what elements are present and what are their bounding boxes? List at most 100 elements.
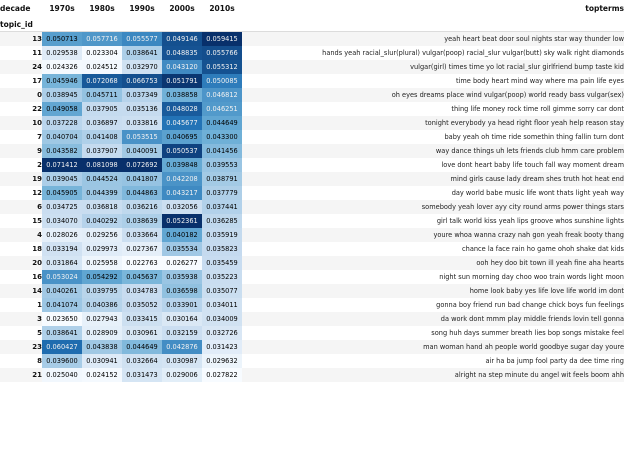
value-cell: 0.032970 [122, 60, 162, 74]
value-cell: 0.053024 [42, 270, 82, 284]
table-row: 17 0.045946 0.072068 0.066753 0.051791 0.0500… [0, 74, 624, 88]
value-cell: 0.022763 [122, 256, 162, 270]
table-row: 4 0.028026 0.029256 0.033664 0.040182 0.03591… [0, 228, 624, 242]
index-header-row: topic_id [0, 17, 624, 32]
topterms-cell: youre whoa wanna crazy nah gon yeah frea… [242, 228, 624, 242]
topterms-cell: yeah heart beat door soul nights star wa… [242, 31, 624, 46]
index-header-empty [42, 17, 82, 32]
topic-id-cell: 12 [32, 189, 42, 197]
topic-id-cell: 3 [0, 312, 42, 326]
table-row: 2 0.071412 0.081098 0.072692 0.039848 0.03955… [0, 158, 624, 172]
table-row: 11 0.029538 0.023304 0.038641 0.048835 0.0557… [0, 46, 624, 60]
table-row: 24 0.024326 0.024512 0.032970 0.043120 0.0553… [0, 60, 624, 74]
value-cell: 0.040261 [42, 284, 82, 298]
value-cell: 0.030164 [162, 312, 202, 326]
value-cell: 0.037907 [82, 144, 122, 158]
table-row: 3 0.023650 0.027943 0.033415 0.030164 0.03400… [0, 312, 624, 326]
table-body: 13 0.050713 0.057716 0.055577 0.049146 0.0594… [0, 31, 624, 382]
value-cell: 0.041456 [202, 144, 242, 158]
col-header-2000s: 2000s [169, 4, 195, 13]
value-cell: 0.055766 [202, 46, 242, 60]
value-cell: 0.034011 [202, 298, 242, 312]
table-row: 15 0.034070 0.040292 0.038639 0.052361 0.0362… [0, 214, 624, 228]
value-cell: 0.043120 [162, 60, 202, 74]
value-cell: 0.038791 [202, 172, 242, 186]
topterms-cell: hands yeah racial_slur(plural) vulgar(po… [322, 49, 624, 57]
column-header-row: decade 1970s 1980s 1990s 2000s 2010s top… [0, 0, 624, 17]
value-cell: 0.038641 [122, 46, 162, 60]
topterms-cell: somebody yeah lover ayy city round arms … [242, 200, 624, 214]
value-cell: 0.032664 [122, 354, 162, 368]
value-cell: 0.035052 [122, 298, 162, 312]
value-cell: 0.055312 [202, 60, 242, 74]
topterms-cell: girl talk world kiss yeah lips groove wh… [436, 217, 624, 225]
value-cell: 0.040091 [122, 144, 162, 158]
topterms-cell: oh eyes dreams place wind vulgar(poop) w… [242, 88, 624, 102]
value-cell: 0.034725 [42, 200, 82, 214]
corner-label: decade [0, 4, 31, 13]
value-cell: 0.053515 [122, 130, 162, 144]
value-cell: 0.043838 [82, 340, 122, 354]
value-cell: 0.033415 [122, 312, 162, 326]
value-cell: 0.055577 [122, 31, 162, 46]
value-cell: 0.052361 [162, 214, 202, 228]
value-cell: 0.050713 [42, 31, 82, 46]
topic-id-cell: 7 [37, 133, 42, 141]
value-cell: 0.024326 [42, 60, 82, 74]
table-row: 5 0.038641 0.028909 0.030961 0.032159 0.03272… [0, 326, 624, 340]
value-cell: 0.037441 [202, 200, 242, 214]
table-row: 18 0.033194 0.029973 0.027367 0.035534 0.0358… [0, 242, 624, 256]
table-row: 14 0.040261 0.039795 0.034783 0.036598 0.0350… [0, 284, 624, 298]
topic-id-cell: 13 [0, 31, 42, 46]
topterms-cell: tonight everybody ya head right floor ye… [242, 116, 624, 130]
index-header-empty [202, 17, 242, 32]
value-cell: 0.024512 [82, 60, 122, 74]
topterms-cell: mind girls cause lady dream shes truth h… [242, 172, 624, 186]
topic-id-cell: 20 [0, 256, 42, 270]
table-row: 19 0.039045 0.044524 0.041807 0.042208 0.0387… [0, 172, 624, 186]
value-cell: 0.042876 [162, 340, 202, 354]
value-cell: 0.035823 [202, 242, 242, 256]
value-cell: 0.031864 [42, 256, 82, 270]
value-cell: 0.072692 [122, 158, 162, 172]
value-cell: 0.032726 [202, 326, 242, 340]
topic-id-cell: 24 [0, 60, 42, 74]
value-cell: 0.039848 [162, 158, 202, 172]
col-header-2010s: 2010s [209, 4, 235, 13]
value-cell: 0.066753 [122, 74, 162, 88]
table-row: 10 0.037228 0.036897 0.033816 0.045677 0.0446… [0, 116, 624, 130]
topic-id-cell: 1 [37, 301, 42, 309]
value-cell: 0.027943 [82, 312, 122, 326]
value-cell: 0.041807 [122, 172, 162, 186]
topic-id-cell: 2 [37, 161, 42, 169]
table-row: 1 0.041074 0.040386 0.035052 0.033901 0.03401… [0, 298, 624, 312]
value-cell: 0.031423 [202, 340, 242, 354]
topic-id-cell: 19 [0, 172, 42, 186]
col-header-topterms: topterms [585, 4, 624, 13]
value-cell: 0.049146 [162, 31, 202, 46]
table-row: 20 0.031864 0.025958 0.022763 0.026277 0.0354… [0, 256, 624, 270]
value-cell: 0.035919 [202, 228, 242, 242]
value-cell: 0.039045 [42, 172, 82, 186]
value-cell: 0.043217 [162, 186, 202, 200]
topterms-cell: thing life money rock time roll gimme so… [451, 105, 624, 113]
col-header-1970s: 1970s [49, 4, 75, 13]
topic-id-cell: 0 [0, 88, 42, 102]
value-cell: 0.027367 [122, 242, 162, 256]
table-row: 6 0.034725 0.036818 0.036216 0.032056 0.03744… [0, 200, 624, 214]
topic-id-cell: 9 [0, 144, 42, 158]
table-row: 8 0.039600 0.030941 0.032664 0.030987 0.02963… [0, 354, 624, 368]
topterms-cell: time body heart mind way where ma pain l… [455, 77, 624, 85]
value-cell: 0.050085 [202, 74, 242, 88]
value-cell: 0.039553 [202, 158, 242, 172]
value-cell: 0.032159 [162, 326, 202, 340]
value-cell: 0.028909 [82, 326, 122, 340]
value-cell: 0.045946 [42, 74, 82, 88]
value-cell: 0.030941 [82, 354, 122, 368]
table-row: 7 0.040704 0.041408 0.053515 0.040695 0.04330… [0, 130, 624, 144]
topic-id-cell: 22 [32, 105, 42, 113]
topic-id-cell: 4 [0, 228, 42, 242]
value-cell: 0.032056 [162, 200, 202, 214]
value-cell: 0.035223 [202, 270, 242, 284]
topterms-cell: day world babe music life wont thats lig… [451, 189, 624, 197]
